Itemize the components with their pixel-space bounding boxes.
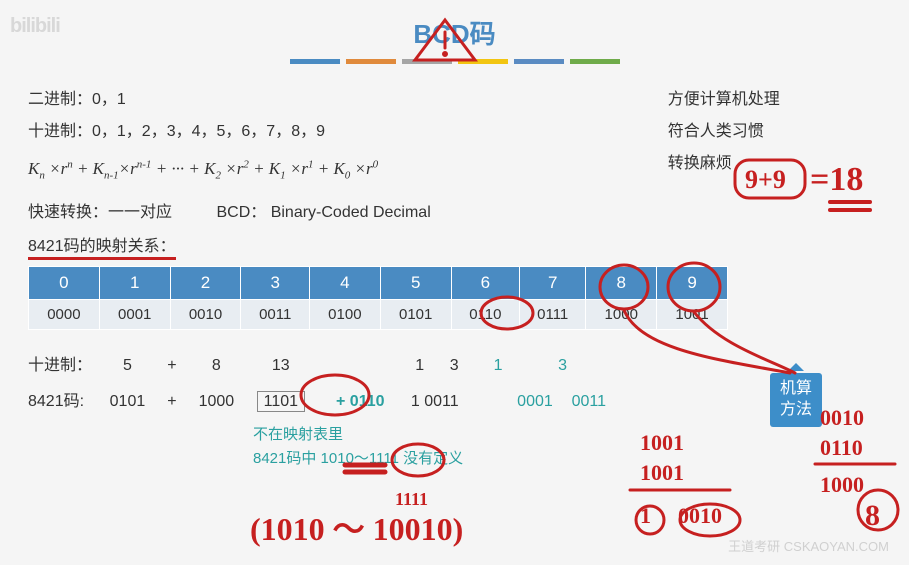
binary-line: 二进制：0，1 — [28, 84, 540, 116]
svg-text:0010: 0010 — [678, 503, 722, 528]
table-header: 5 — [380, 267, 451, 300]
note-human: 符合人类习惯 — [668, 116, 881, 148]
svg-text:1111: 1111 — [395, 489, 428, 509]
plus-sign: + — [157, 348, 187, 383]
bcd-0101: 0101 — [102, 384, 152, 419]
table-cell: 0110 — [451, 300, 520, 330]
dec-13: 13 — [246, 348, 316, 383]
teal-1: 1 — [494, 348, 534, 383]
result-10011: 1 0011 — [405, 384, 465, 419]
table-cell: 0100 — [309, 300, 380, 330]
table-cell: 1001 — [657, 300, 728, 330]
svg-text:8: 8 — [865, 499, 880, 532]
table-cell: 0011 — [241, 300, 310, 330]
color-bar — [458, 59, 508, 64]
method-callout: 机算方法 — [770, 373, 822, 427]
table-header: 7 — [520, 267, 586, 300]
fast-convert-label: 快速转换：一一对应 — [28, 198, 172, 222]
dec-8: 8 — [191, 348, 241, 383]
decimal-line: 十进制：0，1，2，3，4，5，6，7，8，9 — [28, 116, 540, 148]
svg-text:0110: 0110 — [820, 435, 863, 460]
color-bar — [402, 59, 452, 64]
table-header: 9 — [657, 267, 728, 300]
bcd-label: 8421码: — [28, 384, 98, 419]
note-compute: 方便计算机处理 — [668, 84, 881, 116]
table-header: 2 — [170, 267, 241, 300]
color-bar — [570, 59, 620, 64]
table-header: 4 — [309, 267, 380, 300]
mapping-label: 8421码的映射关系： — [28, 232, 176, 260]
dec-3: 3 — [439, 348, 469, 383]
svg-text:1: 1 — [640, 503, 651, 528]
note-line1: 不在映射表里 — [253, 423, 463, 447]
note-line2: 8421码中 1010～1111 没有定义 — [253, 447, 463, 471]
teal-0001: 0001 — [517, 384, 567, 419]
table-cell: 0000 — [29, 300, 100, 330]
note-convert: 转换麻烦 — [668, 148, 881, 180]
svg-text:1001: 1001 — [640, 430, 684, 455]
table-header: 3 — [241, 267, 310, 300]
table-header: 1 — [99, 267, 170, 300]
teal-3: 3 — [558, 348, 598, 383]
table-cell: 0001 — [99, 300, 170, 330]
dec-label: 十进制： — [28, 348, 98, 383]
table-cell: 0101 — [380, 300, 451, 330]
color-bar — [290, 59, 340, 64]
table-cell: 1000 — [586, 300, 657, 330]
color-bar — [346, 59, 396, 64]
table-header: 0 — [29, 267, 100, 300]
polynomial-formula: Kn ×rn + Kn-1×rn-1 + ··· + K2 ×r2 + K1 ×… — [28, 152, 540, 186]
dec-1: 1 — [405, 348, 435, 383]
bcd-mapping-table: 0123456789 00000001001000110100010101100… — [28, 266, 728, 330]
watermark-right: 王道考研 CSKAOYAN.COM — [728, 536, 889, 555]
color-bar — [514, 59, 564, 64]
table-header: 8 — [586, 267, 657, 300]
plus-sign: + — [157, 384, 187, 419]
table-cell: 0010 — [170, 300, 241, 330]
svg-text:1000: 1000 — [820, 472, 864, 497]
correction-0110: + 0110 — [320, 384, 400, 419]
bcd-1101-boxed: 1101 — [257, 391, 305, 412]
page-title: BCD码 — [0, 0, 909, 51]
footnote: 不在映射表里 8421码中 1010～1111 没有定义 — [253, 423, 463, 471]
anno-range: (1010 ～ 10010) — [250, 511, 463, 547]
table-header: 6 — [451, 267, 520, 300]
table-cell: 0111 — [520, 300, 586, 330]
teal-0011: 0011 — [572, 384, 622, 419]
bcd-1000: 1000 — [191, 384, 241, 419]
svg-text:1001: 1001 — [640, 460, 684, 485]
worked-example: 十进制： 5 + 8 13 1 3 1 3 8421码: 0101 + 1000… — [28, 348, 881, 418]
bcd-full-label: BCD： Binary-Coded Decimal — [216, 204, 430, 221]
dec-5: 5 — [102, 348, 152, 383]
